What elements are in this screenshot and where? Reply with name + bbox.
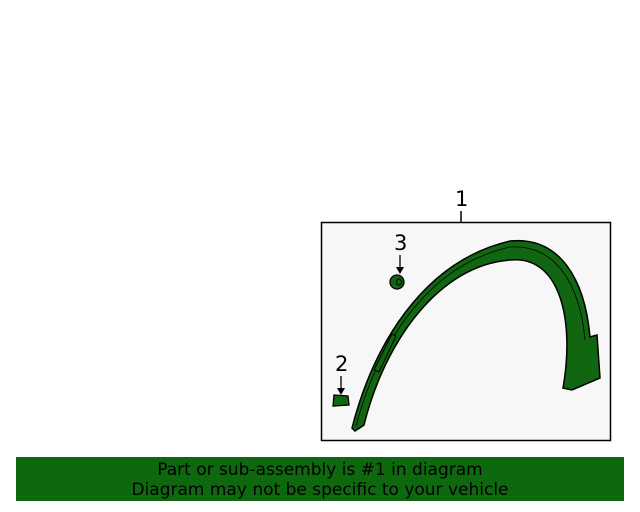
banner-line-1: Part or sub-assembly is #1 in diagram	[157, 460, 483, 480]
fender-flare-part[interactable]	[351, 239, 601, 432]
callout-1: 1	[455, 187, 469, 211]
clip-part-2[interactable]	[332, 376, 350, 407]
clip-part-3[interactable]	[389, 255, 405, 290]
callout-3: 3	[394, 231, 408, 255]
disclaimer-banner: Part or sub-assembly is #1 in diagram Di…	[16, 457, 624, 501]
banner-line-2: Diagram may not be specific to your vehi…	[131, 480, 509, 500]
callout-2: 2	[335, 352, 349, 376]
